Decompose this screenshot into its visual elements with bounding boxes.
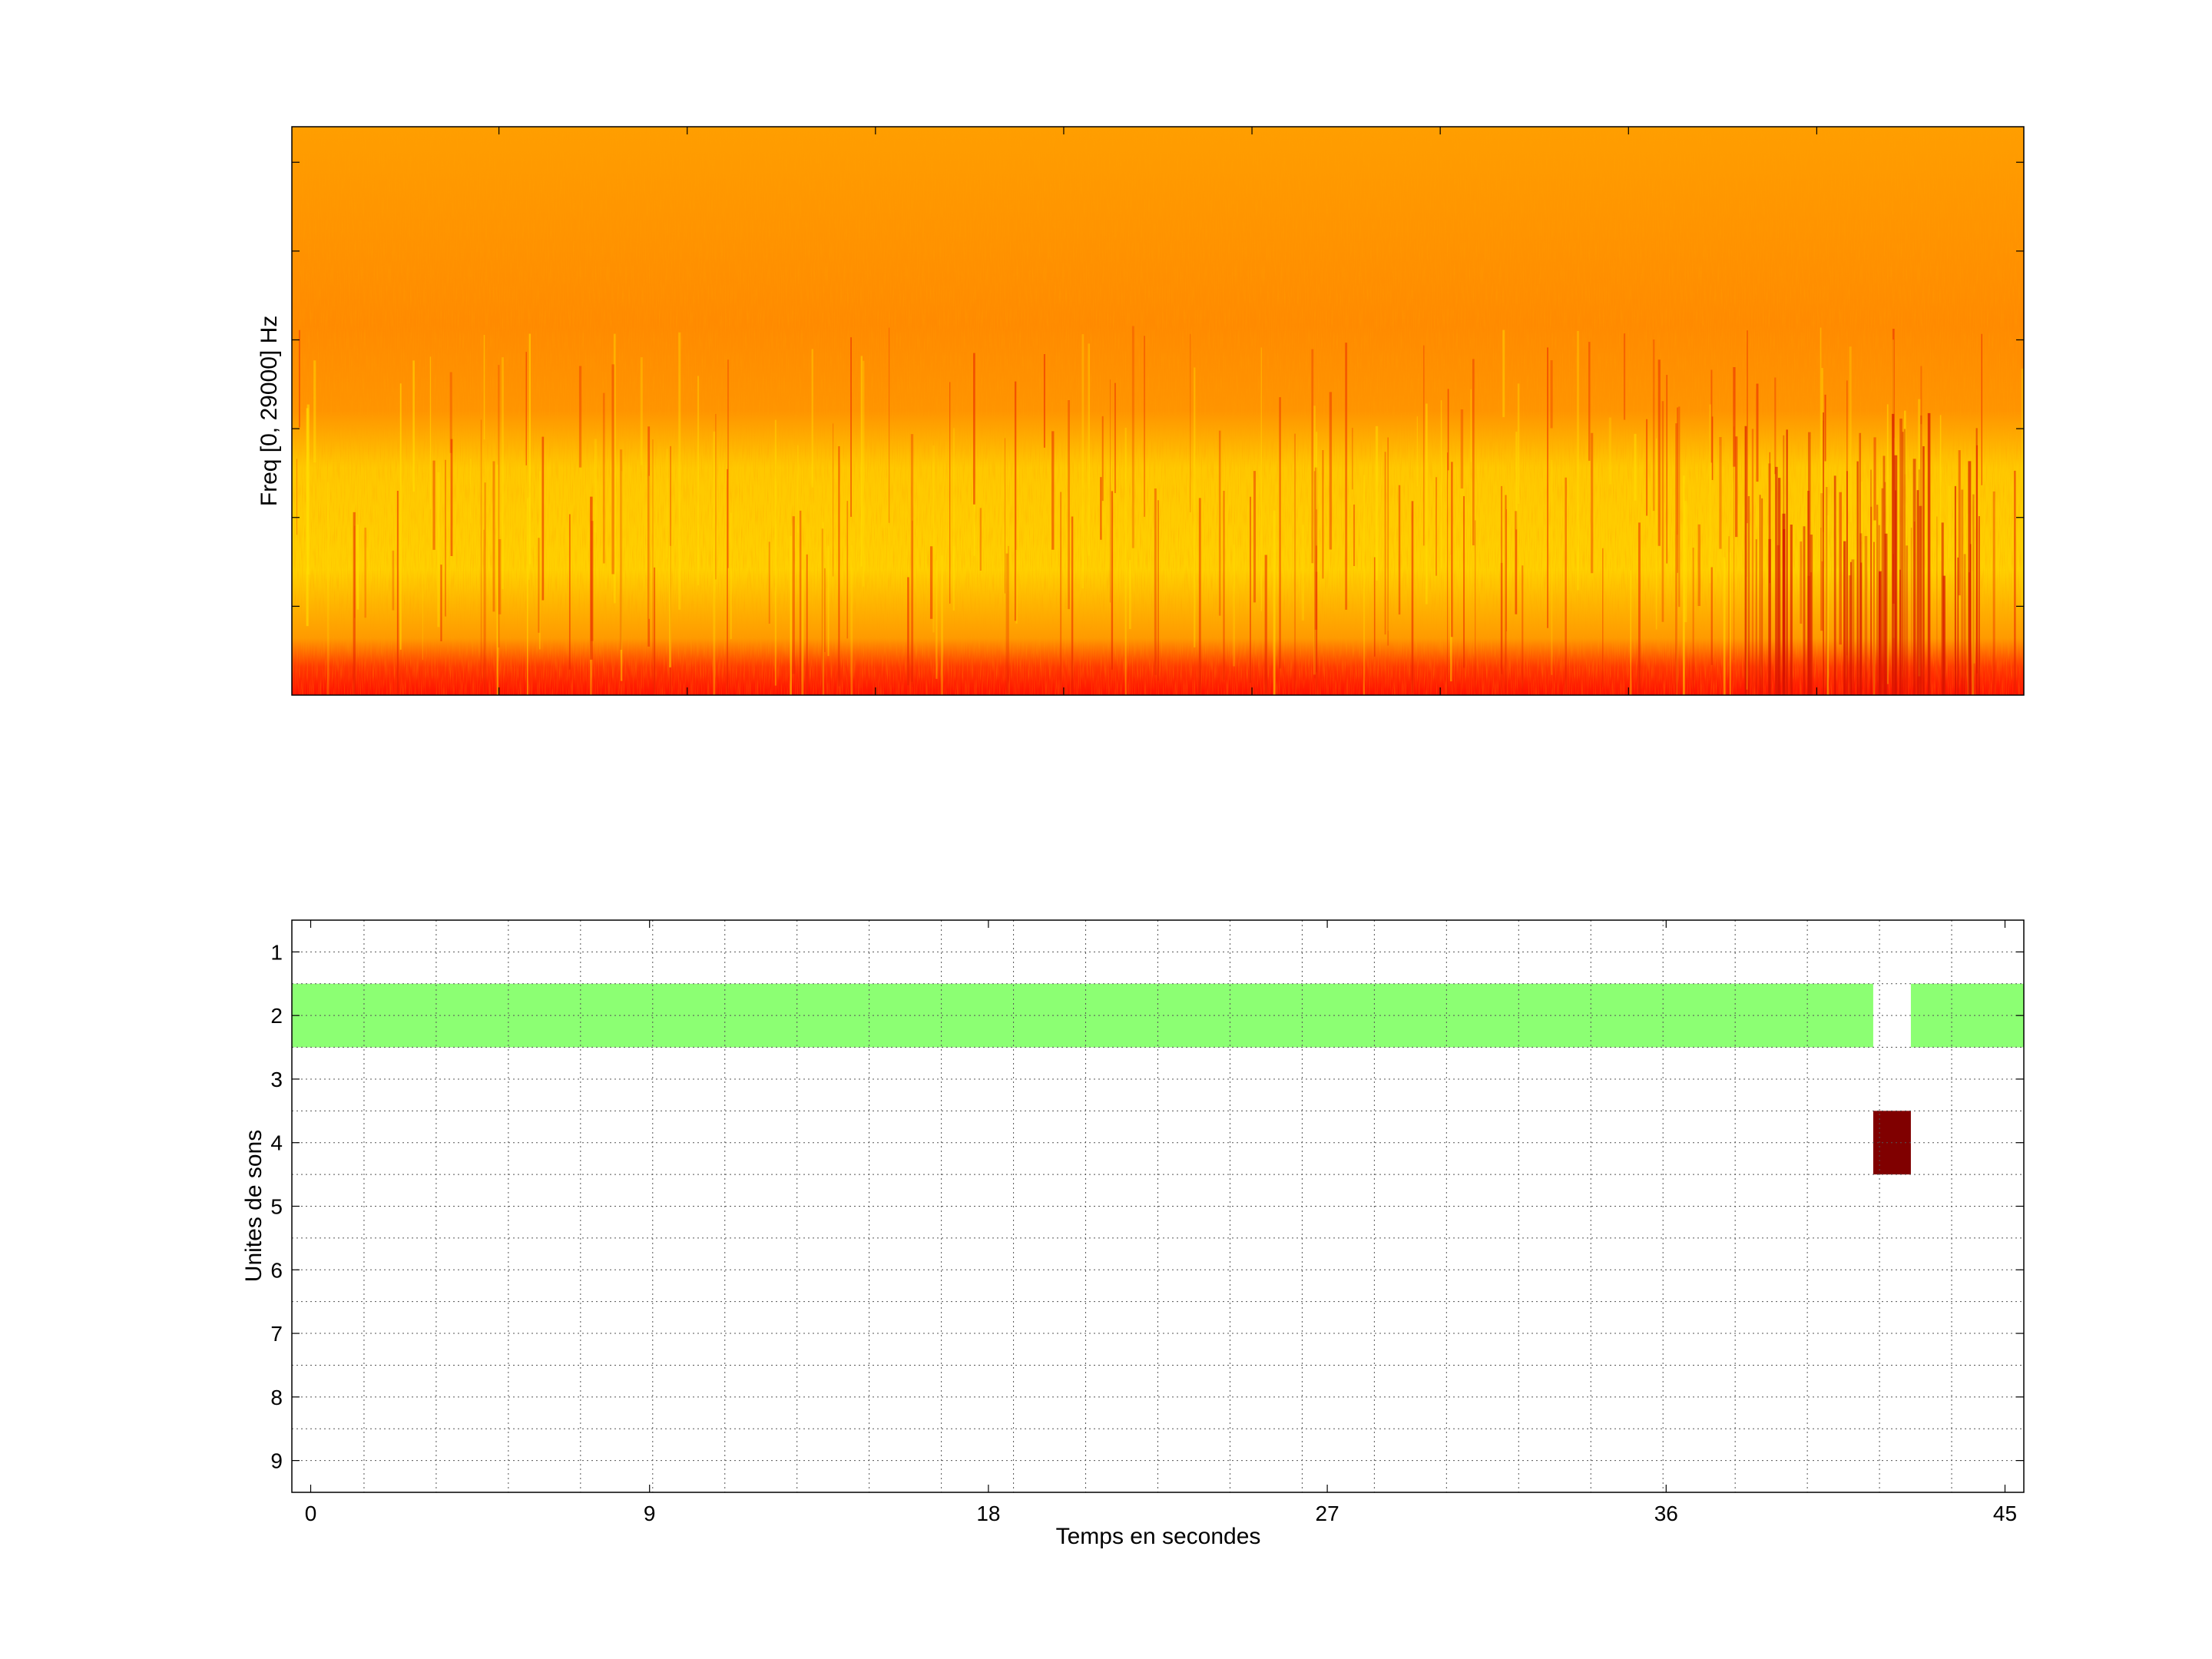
- units-x-tick-label: 18: [976, 1502, 1000, 1525]
- units-y-tick-label: 3: [270, 1068, 283, 1091]
- spectrogram-y-axis-label: Freq [0, 29000] Hz: [257, 316, 282, 506]
- unit-cell: [292, 983, 1873, 1048]
- units-grid: [292, 920, 2024, 1492]
- spectrogram-frame: [291, 126, 2025, 696]
- units-y-tick-label: 5: [270, 1195, 283, 1219]
- units-y-tick-label: 7: [270, 1322, 283, 1346]
- units-y-ticks: 1 2 3 4 5 6 7 8 9: [270, 940, 2024, 1473]
- units-x-ticks: 0 9 18 27 36 45: [305, 920, 2017, 1525]
- units-y-tick-label: 6: [270, 1258, 283, 1282]
- spectrogram-streaks: [296, 326, 2024, 695]
- units-y-tick-label: 1: [270, 940, 283, 964]
- units-x-tick-label: 27: [1316, 1502, 1339, 1525]
- units-y-tick-label: 8: [270, 1386, 283, 1409]
- units-y-tick-label: 9: [270, 1449, 283, 1473]
- units-y-tick-label: 2: [270, 1004, 283, 1028]
- units-x-axis-label: Temps en secondes: [1056, 1524, 1261, 1549]
- units-y-axis-label: Unites de sons: [241, 1130, 267, 1282]
- spectrogram-panel: Freq [0, 29000] Hz: [257, 126, 2025, 696]
- spectrogram-x-ticks: [498, 127, 1817, 695]
- units-x-tick-label: 45: [1993, 1502, 2017, 1525]
- spectrogram-y-ticks: [292, 161, 2024, 607]
- units-x-tick-label: 9: [644, 1502, 656, 1525]
- units-x-tick-label: 0: [305, 1502, 317, 1525]
- units-x-tick-label: 36: [1654, 1502, 1678, 1525]
- unit-cell: [1910, 983, 2024, 1048]
- units-y-tick-label: 4: [270, 1131, 283, 1155]
